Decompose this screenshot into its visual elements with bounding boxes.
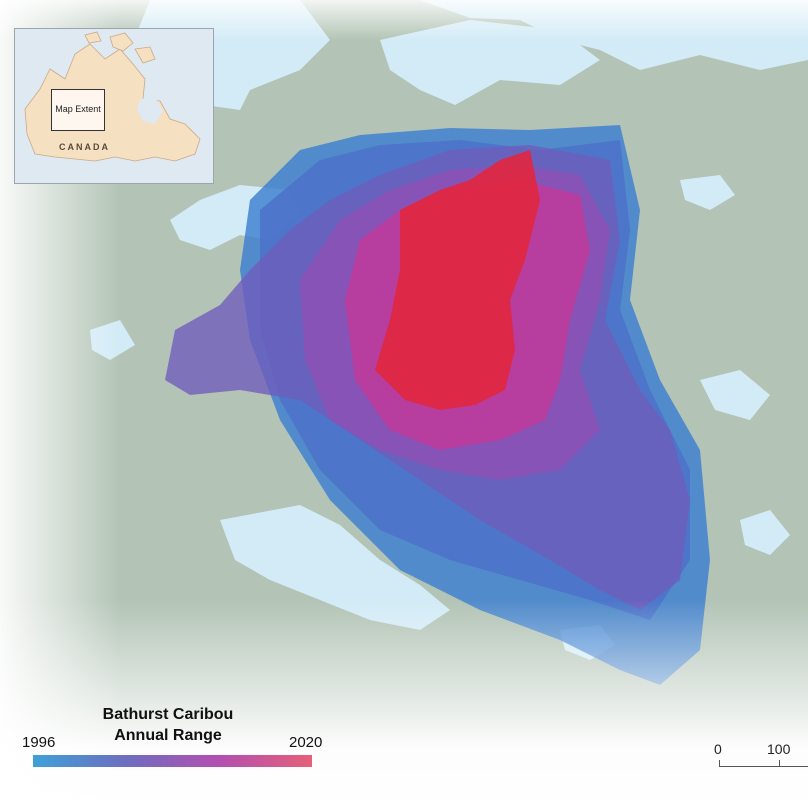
southern-lake bbox=[220, 505, 450, 630]
locator-inset: Map Extent CANADA bbox=[14, 28, 214, 184]
scale-tick bbox=[779, 760, 780, 766]
arctic-islands bbox=[84, 31, 156, 64]
scale-label-zero: 0 bbox=[714, 741, 722, 757]
small-lake-1 bbox=[700, 370, 770, 420]
legend-title: Bathurst Caribou Annual Range bbox=[88, 704, 248, 746]
caribou-ranges bbox=[165, 125, 710, 685]
legend-color-ramp bbox=[33, 755, 312, 767]
small-lake-3 bbox=[680, 175, 735, 210]
inset-map bbox=[24, 31, 201, 162]
map-extent-label: Map Extent bbox=[55, 104, 101, 114]
scale-bar bbox=[719, 760, 808, 767]
small-lake-2 bbox=[740, 510, 790, 555]
legend-start-year: 1996 bbox=[22, 734, 56, 751]
scale-label-hundred: 100 bbox=[767, 741, 791, 757]
country-label: CANADA bbox=[59, 142, 110, 152]
canada-shape bbox=[24, 43, 201, 162]
northern-lake bbox=[380, 20, 600, 105]
map-extent-box: Map Extent bbox=[51, 89, 105, 131]
range-2020 bbox=[375, 150, 540, 410]
legend-end-year: 2020 bbox=[289, 734, 323, 751]
hudson-bay bbox=[137, 97, 163, 124]
legend-title-line2: Annual Range bbox=[114, 727, 222, 744]
legend-title-line1: Bathurst Caribou bbox=[102, 706, 234, 723]
